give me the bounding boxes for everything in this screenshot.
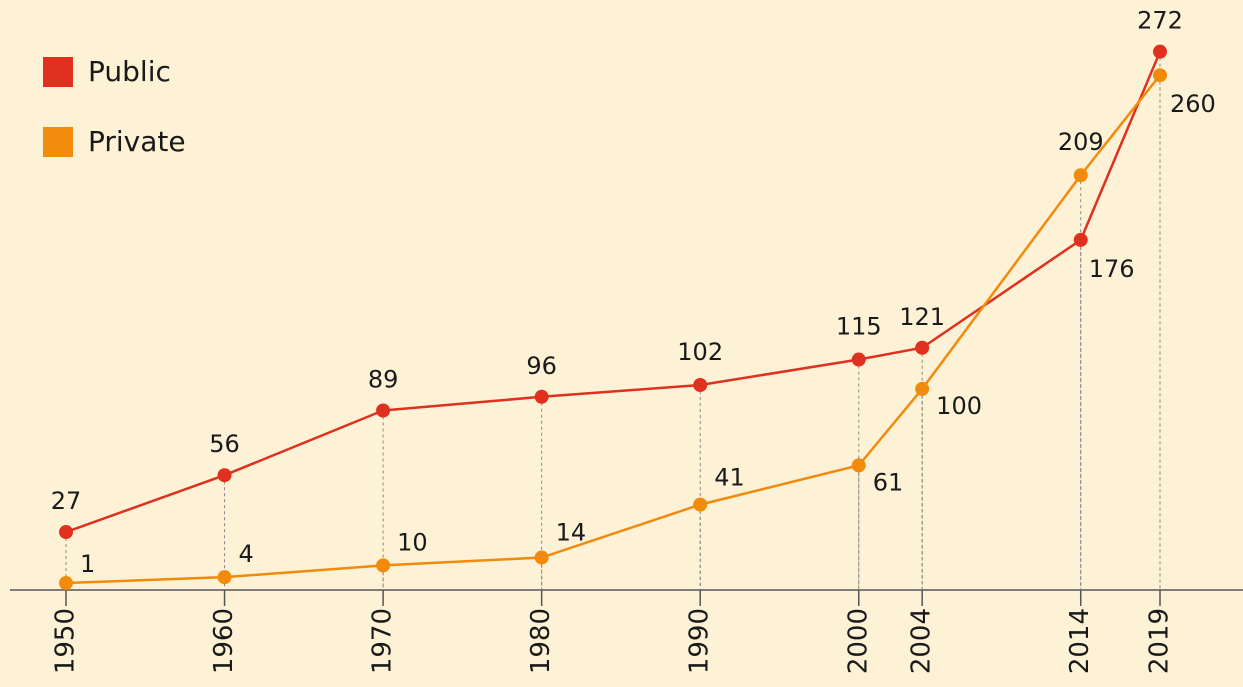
data-label: 10 xyxy=(397,528,428,556)
legend-swatch xyxy=(43,57,73,87)
legend-label: Public xyxy=(88,55,171,88)
data-label: 41 xyxy=(714,464,745,492)
data-label: 1 xyxy=(80,550,95,578)
point xyxy=(59,576,73,591)
x-tick-label: 1960 xyxy=(209,608,239,674)
data-label: 209 xyxy=(1058,128,1104,156)
x-tick-label: 1950 xyxy=(51,608,81,674)
data-label: 56 xyxy=(209,430,240,458)
point xyxy=(851,352,866,367)
x-tick-label: 2004 xyxy=(907,608,937,674)
point xyxy=(376,558,391,573)
x-tick-label: 1970 xyxy=(368,608,398,674)
point xyxy=(693,497,708,512)
point xyxy=(59,525,73,540)
x-tick-label: 2019 xyxy=(1145,608,1175,674)
data-label: 272 xyxy=(1137,7,1183,35)
data-label: 96 xyxy=(526,352,557,380)
legend-label: Private xyxy=(88,125,186,158)
point xyxy=(1153,44,1167,59)
data-label: 176 xyxy=(1089,255,1135,283)
data-label: 89 xyxy=(368,365,399,393)
point xyxy=(851,458,866,473)
data-label: 61 xyxy=(873,468,904,496)
x-tick-label: 1980 xyxy=(526,608,556,674)
data-label: 102 xyxy=(677,338,723,366)
x-tick-label: 2014 xyxy=(1065,608,1095,674)
x-tick-label: 2000 xyxy=(843,608,873,674)
point xyxy=(915,340,930,355)
legend-swatch xyxy=(43,127,73,157)
point xyxy=(217,468,232,483)
data-label: 260 xyxy=(1170,90,1216,118)
data-label: 27 xyxy=(51,487,82,515)
data-label: 14 xyxy=(556,519,587,547)
data-label: 100 xyxy=(936,392,982,420)
point xyxy=(534,389,549,404)
point xyxy=(693,378,708,393)
data-label: 115 xyxy=(836,313,882,341)
point xyxy=(915,381,930,396)
point xyxy=(1153,68,1167,83)
point xyxy=(1073,232,1088,247)
data-label: 121 xyxy=(899,303,945,331)
data-label: 4 xyxy=(239,540,254,568)
point xyxy=(534,550,549,565)
point xyxy=(376,403,391,418)
point xyxy=(1073,168,1088,183)
x-tick-label: 1990 xyxy=(685,608,715,674)
point xyxy=(217,570,232,585)
